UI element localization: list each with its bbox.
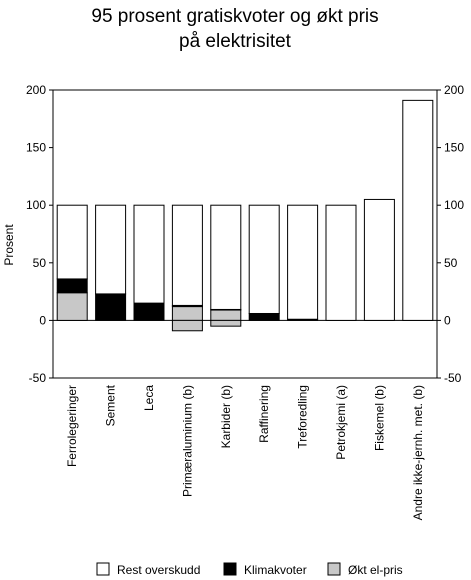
- y-axis-label: Prosent: [2, 224, 16, 266]
- y-tick-label-right: 0: [444, 313, 451, 327]
- legend-label-rest-overskudd: Rest overskudd: [117, 563, 200, 577]
- y-tick-label-right: 200: [444, 83, 464, 97]
- category-label-leca: Leca: [142, 385, 156, 411]
- legend-swatch-klimakvoter: [223, 562, 237, 576]
- y-tick-label-left: -50: [29, 371, 47, 385]
- chart-title-line-1: 95 prosent gratiskvoter og økt pris: [91, 6, 378, 27]
- legend: Rest overskudd Klimakvoter Økt el-pris: [96, 562, 403, 577]
- legend-swatch-rest-overskudd: [96, 562, 110, 576]
- bar-klimakvoter-raffinering: [248, 312, 280, 321]
- bar-rest-overskudd-sement: [95, 204, 127, 295]
- category-label-sement: Sement: [104, 384, 118, 426]
- legend-label-okt-el-pris: Økt el-pris: [348, 563, 403, 577]
- bar-økt-el-pris-karbider-b: [210, 309, 242, 321]
- y-tick-label-left: 100: [26, 198, 46, 212]
- y-axis-left: -50 0 50 100 150 200: [26, 83, 53, 385]
- y-tick-label-left: 50: [33, 256, 47, 270]
- legend-label-klimakvoter: Klimakvoter: [244, 563, 307, 577]
- bar-negative-økt-el-pris-primæraluminium-b: [171, 319, 203, 332]
- bar-klimakvoter-sement: [95, 293, 127, 321]
- bar-rest-overskudd-ferrolegeringer: [56, 204, 88, 280]
- bar-klimakvoter-leca: [133, 302, 165, 321]
- bar-rest-overskudd-andre-ikke-jernh-met-b: [402, 99, 434, 321]
- category-label-karbider-b: Karbider (b): [219, 385, 233, 448]
- y-tick-label-right: -50: [444, 371, 462, 385]
- y-tick-label-left: 150: [26, 141, 46, 155]
- y-tick-label-right: 150: [444, 141, 464, 155]
- bar-rest-overskudd-leca: [133, 204, 165, 304]
- legend-swatch-okt-el-pris: [327, 562, 341, 576]
- y-tick-label-right: 50: [444, 256, 458, 270]
- category-label-treforedling: Treforedling: [296, 385, 310, 449]
- y-tick-label-left: 0: [39, 313, 46, 327]
- category-label-fiskemel-b: Fiskemel (b): [372, 385, 386, 451]
- bar-negative-økt-el-pris-karbider-b: [210, 319, 242, 327]
- bar-rest-overskudd-raffinering: [248, 204, 280, 314]
- bar-klimakvoter-ferrolegeringer: [56, 278, 88, 294]
- category-label-petrokjemi-a: Petrokjemi (a): [334, 385, 348, 460]
- bar-rest-overskudd-karbider-b: [210, 204, 242, 310]
- chart-title-line-2: på elektrisitet: [179, 31, 292, 52]
- bar-rest-overskudd-treforedling: [287, 204, 319, 320]
- category-labels: Ferrolegeringer Sement Leca Primæraluminium…: [65, 384, 425, 520]
- bar-rest-overskudd-petrokjemi-a: [325, 204, 357, 321]
- category-label-andre-ikke-jernh-met-b: Andre ikke-jernh. met. (b): [411, 385, 425, 520]
- bar-økt-el-pris-ferrolegeringer: [56, 292, 88, 321]
- bar-rest-overskudd-primæraluminium-b: [171, 204, 203, 306]
- bars: [53, 99, 437, 332]
- y-tick-label-left: 200: [26, 83, 46, 97]
- category-label-primæraluminium-b: Primæraluminium (b): [180, 385, 194, 497]
- category-label-ferrolegeringer: Ferrolegeringer: [65, 385, 79, 467]
- y-axis-right: -50 0 50 100 150 200: [437, 83, 464, 385]
- bar-rest-overskudd-fiskemel-b: [363, 198, 395, 321]
- y-tick-label-right: 100: [444, 198, 464, 212]
- category-label-raffinering: Raffinering: [257, 385, 271, 443]
- bar-økt-el-pris-primæraluminium-b: [171, 306, 203, 321]
